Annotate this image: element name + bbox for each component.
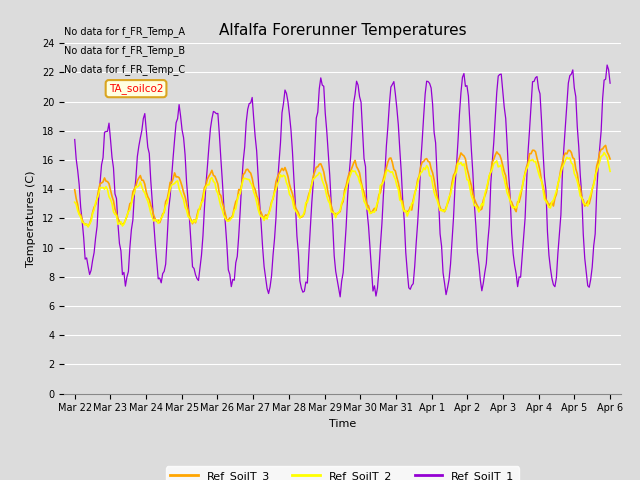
Y-axis label: Temperatures (C): Temperatures (C) [26, 170, 36, 267]
Text: No data for f_FR_Temp_B: No data for f_FR_Temp_B [64, 45, 185, 56]
X-axis label: Time: Time [329, 419, 356, 429]
Text: TA_soilco2: TA_soilco2 [109, 83, 163, 94]
Text: No data for f_FR_Temp_A: No data for f_FR_Temp_A [64, 25, 185, 36]
Text: No data for f_FR_Temp_C: No data for f_FR_Temp_C [64, 64, 185, 75]
Title: Alfalfa Forerunner Temperatures: Alfalfa Forerunner Temperatures [219, 23, 466, 38]
Legend: Ref_SoilT_3, Ref_SoilT_2, Ref_SoilT_1: Ref_SoilT_3, Ref_SoilT_2, Ref_SoilT_1 [166, 467, 519, 480]
